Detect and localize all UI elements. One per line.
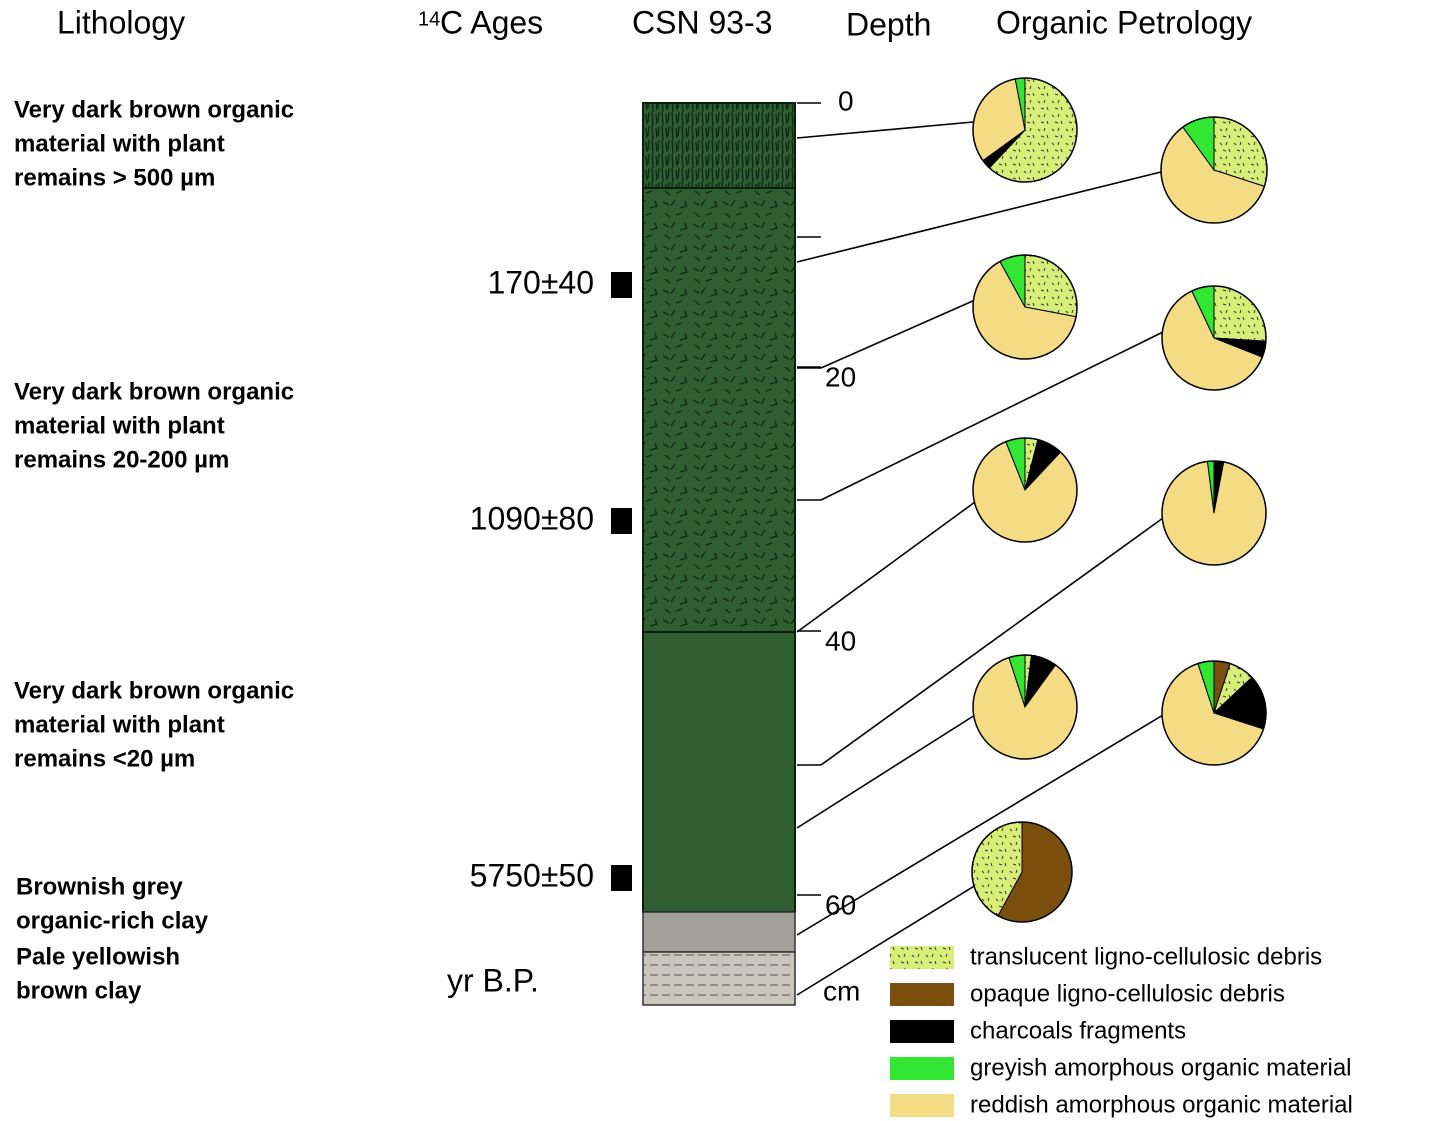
legend-swatch [890, 1057, 954, 1080]
header: Depth [846, 6, 931, 42]
age-unit: yr B.P. [447, 962, 539, 998]
depth-label: 20 [825, 361, 856, 392]
depth-label: 0 [838, 85, 854, 116]
age-marker [611, 508, 632, 534]
lithology-text: remains 20-200 µm [14, 446, 229, 473]
lithology-text: material with plant [14, 130, 225, 157]
depth-label: 60 [825, 889, 856, 920]
lithology-text: Very dark brown organic [14, 96, 294, 123]
legend-label: opaque ligno-cellulosic debris [970, 980, 1285, 1007]
header-sup: 14 [418, 8, 440, 30]
layer [643, 188, 795, 632]
age-marker [611, 272, 632, 298]
header: C Ages [440, 4, 543, 40]
legend-swatch [890, 983, 954, 1006]
lithology-text: organic-rich clay [16, 907, 209, 934]
legend-swatch [890, 946, 954, 969]
figure: Lithology 14 C Ages CSN 93-3 Depth Organ… [0, 0, 1455, 1121]
lithology-text: Brownish grey [16, 873, 183, 900]
legend-label: greyish amorphous organic material [970, 1054, 1352, 1081]
age-label: 1090±80 [470, 500, 594, 536]
age-label: 5750±50 [470, 857, 594, 893]
lithology-text: Very dark brown organic [14, 677, 294, 704]
age-label: 170±40 [487, 264, 594, 300]
lithology-text: material with plant [14, 711, 225, 738]
legend-label: translucent ligno-cellulosic debris [970, 943, 1322, 970]
layer [643, 103, 795, 188]
legend-swatch [890, 1094, 954, 1117]
lithology-text: brown clay [16, 977, 142, 1004]
lithology-text: material with plant [14, 412, 225, 439]
header: CSN 93-3 [632, 4, 773, 40]
header: Organic Petrology [996, 4, 1252, 40]
lithology-text: remains > 500 µm [14, 164, 215, 191]
lithology-text: Pale yellowish [16, 943, 180, 970]
lithology-text: remains <20 µm [14, 745, 195, 772]
legend-swatch [890, 1020, 954, 1043]
pie-slice [1214, 286, 1266, 341]
layer [643, 912, 795, 952]
layer [643, 952, 795, 1005]
legend-label: reddish amorphous organic material [970, 1091, 1353, 1118]
layer [643, 632, 795, 912]
depth-unit: cm [823, 975, 860, 1006]
age-marker [611, 865, 632, 891]
lithology-text: Very dark brown organic [14, 378, 294, 405]
depth-label: 40 [825, 625, 856, 656]
legend-label: charcoals fragments [970, 1017, 1186, 1044]
header: Lithology [57, 4, 185, 40]
pie-slice [1025, 255, 1077, 317]
